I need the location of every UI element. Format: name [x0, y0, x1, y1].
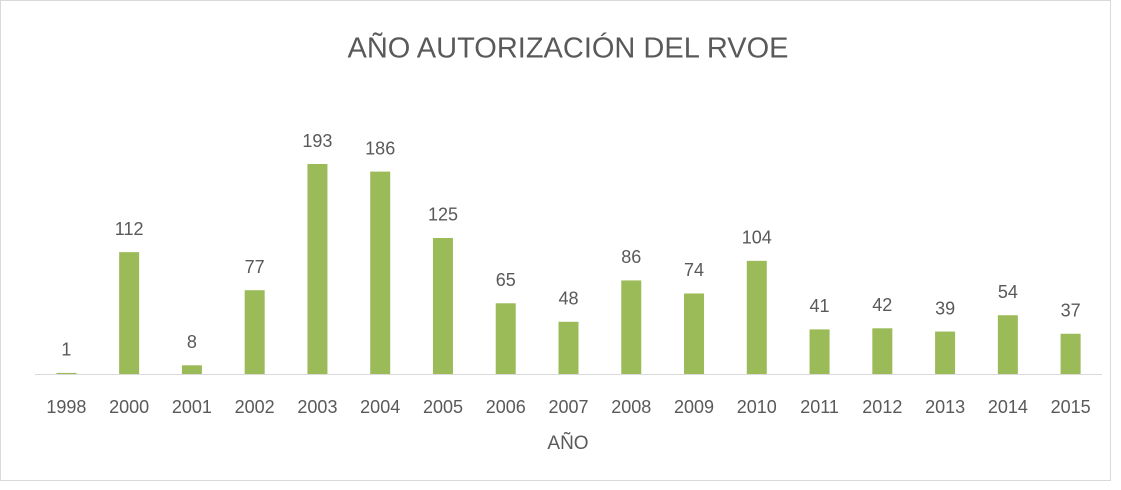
x-tick-label: 2001: [172, 397, 212, 417]
bar: [746, 260, 767, 374]
x-tick-label: 2002: [235, 397, 275, 417]
data-label: 77: [245, 257, 265, 277]
bar: [432, 237, 453, 374]
x-tick-label: 2011: [800, 397, 839, 417]
bar: [56, 372, 77, 374]
data-label: 125: [428, 205, 458, 225]
x-tick-label: 2014: [988, 397, 1028, 417]
data-label: 37: [1061, 300, 1081, 320]
data-label: 8: [187, 332, 197, 352]
bar: [495, 303, 516, 374]
bar: [181, 365, 202, 374]
x-tick-label: 2005: [423, 397, 463, 417]
x-tick-label: 2007: [548, 397, 588, 417]
x-tick-label: 2003: [297, 397, 337, 417]
chart-title: AÑO AUTORIZACIÓN DEL RVOE: [347, 31, 788, 65]
bar: [997, 315, 1018, 374]
data-label: 112: [115, 219, 144, 239]
bar: [370, 171, 391, 374]
x-tick-label: 2009: [674, 397, 714, 417]
bar: [872, 328, 893, 374]
data-label: 42: [872, 295, 892, 315]
data-label: 1: [61, 340, 71, 360]
bar: [809, 329, 830, 374]
bar: [1060, 333, 1081, 374]
data-label: 186: [365, 138, 395, 158]
bar: [558, 321, 579, 374]
x-tick-label: 2012: [862, 397, 902, 417]
bar: [244, 290, 265, 374]
x-tick-label: 2013: [925, 397, 965, 417]
data-label: 41: [810, 296, 830, 316]
data-label: 39: [935, 298, 955, 318]
chart-border: [0, 0, 1111, 481]
x-tick-label: 2015: [1051, 397, 1091, 417]
x-tick-label: 2004: [360, 397, 400, 417]
data-label: 86: [621, 247, 641, 267]
x-tick-label: 2000: [109, 397, 149, 417]
data-label: 193: [302, 131, 332, 151]
data-label: 48: [558, 289, 578, 309]
bar: [935, 331, 956, 374]
x-tick-label: 2006: [486, 397, 526, 417]
bar: [307, 164, 328, 374]
bar: [119, 252, 140, 374]
data-label: 74: [684, 260, 704, 280]
x-axis-label: AÑO: [547, 432, 588, 454]
x-tick-label: 2008: [611, 397, 651, 417]
data-label: 104: [742, 228, 772, 248]
bar: [621, 280, 642, 374]
x-tick-label: 2010: [737, 397, 777, 417]
x-tick-label: 1998: [46, 397, 86, 417]
data-label: 65: [496, 270, 516, 290]
data-label: 54: [998, 282, 1018, 302]
bar: [684, 293, 705, 374]
